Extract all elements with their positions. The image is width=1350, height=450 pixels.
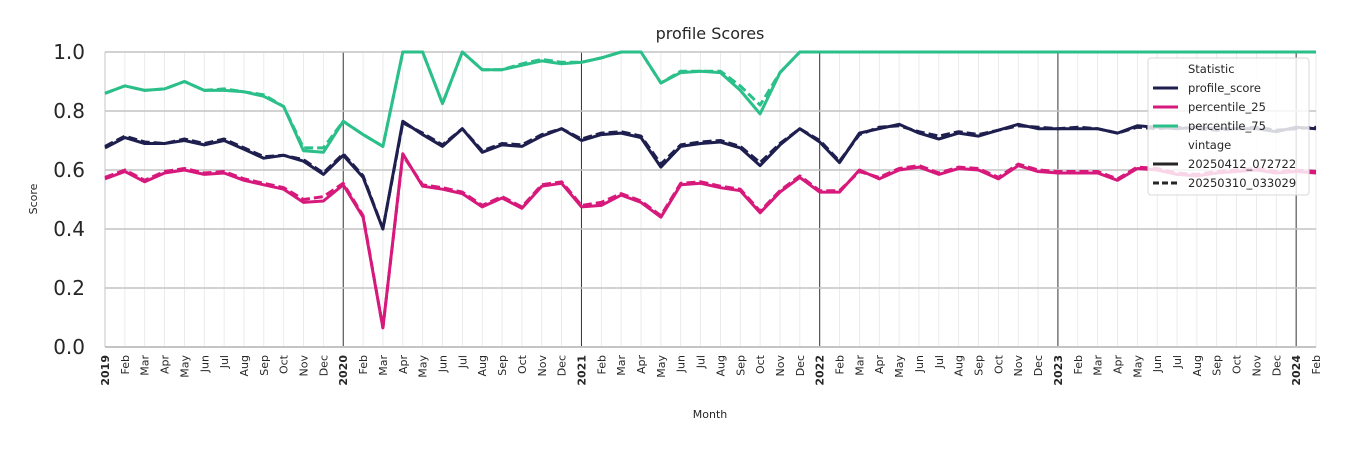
- y-tick-label: 0.8: [53, 99, 85, 123]
- x-tick-label: Dec: [1032, 355, 1045, 376]
- x-tick-label: Feb: [1310, 355, 1323, 374]
- chart-title: profile Scores: [656, 24, 765, 43]
- series-lines: [104, 50, 1317, 330]
- series-line-profile_score-solid: [104, 119, 1317, 231]
- x-tick-label: Jul: [933, 355, 946, 369]
- x-tick-label: 2019: [99, 355, 112, 386]
- legend-label: 20250310_033029: [1188, 176, 1296, 190]
- x-tick-label: Apr: [159, 355, 172, 375]
- legend-title-statistic: Statistic: [1188, 62, 1235, 76]
- y-axis-label: Score: [27, 183, 40, 214]
- x-tick-label: Feb: [119, 355, 132, 374]
- legend-title-vintage: vintage: [1188, 138, 1231, 152]
- x-tick-label: Sep: [734, 355, 747, 376]
- x-tick-label: 2024: [1290, 355, 1303, 386]
- x-tick-label: Aug: [476, 355, 489, 376]
- x-tick-label: Dec: [317, 355, 330, 376]
- x-tick-label: 2023: [1052, 355, 1065, 386]
- x-tick-label: Jul: [456, 355, 469, 369]
- y-tick-label: 0.6: [53, 158, 85, 182]
- y-tick-label: 0.0: [53, 335, 85, 359]
- x-axis-label: Month: [693, 408, 728, 421]
- x-tick-label: Nov: [1012, 355, 1025, 377]
- x-tick-label: Jun: [675, 355, 688, 373]
- x-tick-label: Jul: [218, 355, 231, 369]
- x-tick-label: Jun: [436, 355, 449, 373]
- x-tick-label: Aug: [238, 355, 251, 376]
- x-tick-label: Mar: [1092, 355, 1105, 376]
- x-tick-label: Apr: [635, 355, 648, 375]
- legend-label: percentile_25: [1188, 100, 1266, 114]
- x-tick-label: Jul: [695, 355, 708, 369]
- x-tick-label: Mar: [853, 355, 866, 376]
- y-tick-label: 0.2: [53, 276, 85, 300]
- series-line-percentile_25-dashed: [104, 153, 1317, 330]
- x-tick-label: Dec: [794, 355, 807, 376]
- axes: 2019 Feb Mar Apr May Jun Jul Aug Sep Oct Nov Dec 202…: [53, 40, 1323, 386]
- x-tick-label: Sep: [496, 355, 509, 376]
- legend: Statistic profile_score percentile_25perce…: [1147, 57, 1310, 196]
- x-tick-label: Aug: [714, 355, 727, 376]
- grid: [104, 51, 1317, 348]
- x-tick-label: Sep: [973, 355, 986, 376]
- legend-label: profile_score: [1188, 81, 1261, 95]
- legend-box: [1147, 57, 1310, 196]
- x-tick-label: Nov: [774, 355, 787, 377]
- x-tick-label: Apr: [397, 355, 410, 375]
- legend-label: 20250412_072722: [1188, 157, 1296, 171]
- series-line-percentile_25-solid: [104, 152, 1317, 330]
- x-tick-label: Mar: [615, 355, 628, 376]
- x-tick-label: Nov: [536, 355, 549, 377]
- x-tick-label: May: [893, 355, 906, 378]
- x-tick-label: Jun: [1151, 355, 1164, 373]
- x-tick-label: May: [1131, 355, 1144, 378]
- x-tick-label: Aug: [1191, 355, 1204, 376]
- x-tick-label: May: [178, 355, 191, 378]
- x-tick-label: Feb: [1072, 355, 1085, 374]
- x-tick-label: Mar: [377, 355, 390, 376]
- x-tick-label: Sep: [1211, 355, 1224, 376]
- y-tick-label: 1.0: [53, 40, 85, 64]
- x-tick-label: Oct: [516, 354, 529, 374]
- x-tick-label: May: [655, 355, 668, 378]
- x-tick-label: Feb: [834, 355, 847, 374]
- x-tick-label: Apr: [873, 355, 886, 375]
- x-tick-label: Aug: [953, 355, 966, 376]
- x-tick-label: Sep: [258, 355, 271, 376]
- x-tick-label: Feb: [357, 355, 370, 374]
- x-tick-label: Nov: [1250, 355, 1263, 377]
- x-tick-label: 2021: [575, 355, 588, 386]
- x-tick-label: May: [417, 355, 430, 378]
- x-tick-label: Oct: [278, 354, 291, 374]
- x-tick-label: Oct: [992, 354, 1005, 374]
- x-tick-label: Jun: [913, 355, 926, 373]
- x-tick-label: Dec: [556, 355, 569, 376]
- series-line-percentile_75-dashed: [104, 50, 1316, 150]
- x-tick-label: 2020: [337, 355, 350, 386]
- x-tick-label: Dec: [1270, 355, 1283, 376]
- legend-label: percentile_75: [1188, 119, 1266, 133]
- series-line-profile_score-dashed: [104, 121, 1317, 231]
- x-tick-label: Jun: [198, 355, 211, 373]
- y-tick-label: 0.4: [53, 217, 85, 241]
- x-tick-label: Oct: [754, 354, 767, 374]
- x-tick-label: Mar: [139, 355, 152, 376]
- series-line-percentile_75-solid: [104, 50, 1316, 154]
- x-tick-label: Nov: [298, 355, 311, 377]
- x-tick-label: Apr: [1111, 355, 1124, 375]
- x-tick-label: 2022: [814, 355, 827, 386]
- x-tick-label: Jul: [1171, 355, 1184, 369]
- x-tick-label: Feb: [595, 355, 608, 374]
- x-tick-label: Oct: [1231, 354, 1244, 374]
